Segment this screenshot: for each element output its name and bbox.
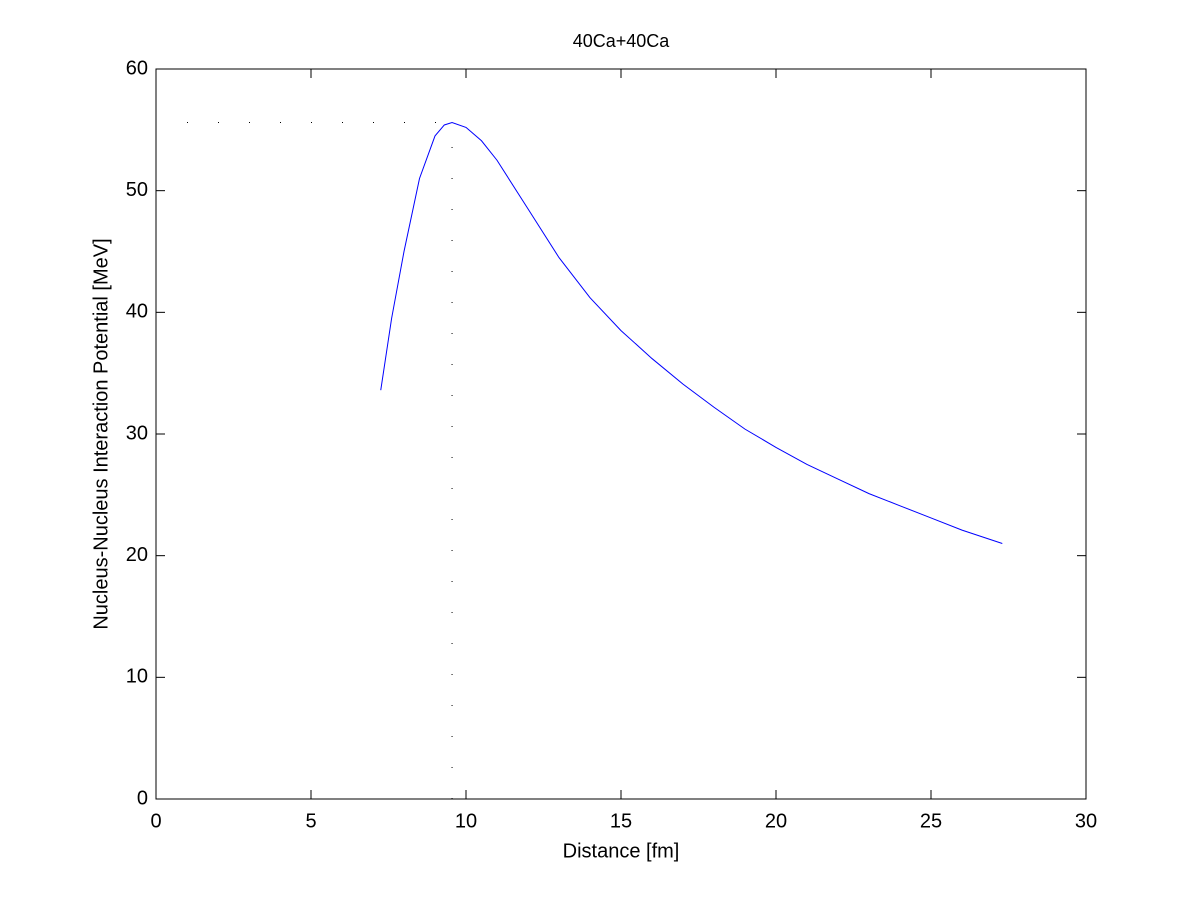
plot-area (155, 68, 1087, 800)
x-tick-label: 0 (150, 810, 161, 832)
y-tick-label: 0 (137, 787, 148, 809)
y-tick-label: 20 (126, 544, 148, 566)
x-tick-label: 5 (305, 810, 316, 832)
y-axis-label: Nucleus-Nucleus Interaction Potential [M… (90, 238, 112, 629)
series-line (380, 122, 1003, 544)
x-tick-label: 25 (920, 810, 942, 832)
chart-title: 40Ca+40Ca (573, 31, 671, 51)
x-axis-label: Distance [fm] (563, 840, 680, 862)
y-tick-label: 60 (126, 57, 148, 79)
x-tick-label: 20 (765, 810, 787, 832)
y-tick-label: 50 (126, 179, 148, 201)
x-tick-label: 15 (610, 810, 632, 832)
x-tick-label: 10 (455, 810, 477, 832)
y-tick-label: 30 (126, 422, 148, 444)
x-tick-label: 30 (1075, 810, 1097, 832)
y-tick-label: 10 (126, 666, 148, 688)
y-tick-label: 40 (126, 301, 148, 323)
